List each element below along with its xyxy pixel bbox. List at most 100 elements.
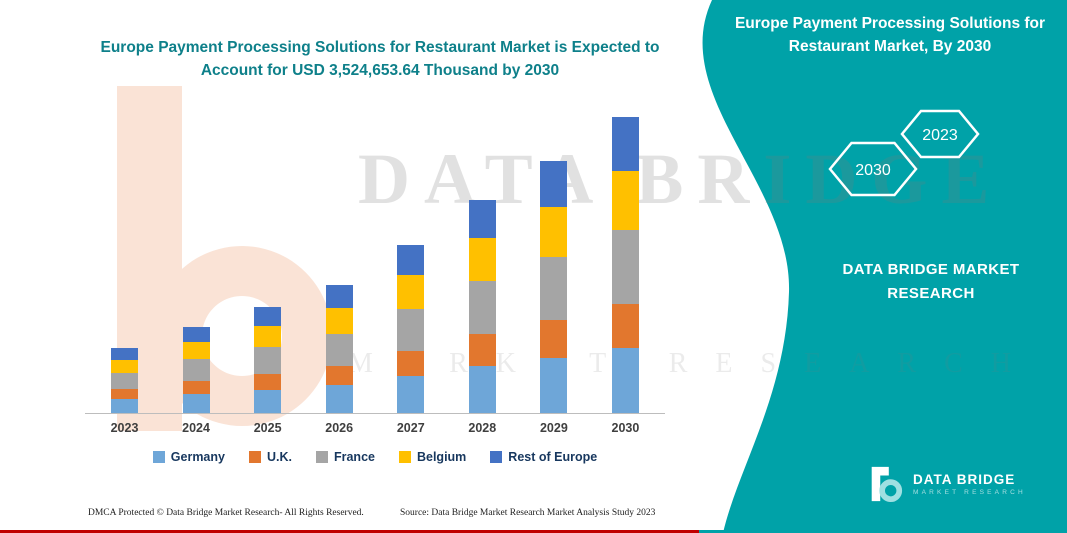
- bar-segment-2024-U.K.: [182, 381, 210, 394]
- hexagon-2023: [900, 109, 980, 159]
- bar-segment-2024-Rest of Europe: [182, 326, 210, 343]
- bar-segment-2023-Rest of Europe: [111, 348, 138, 361]
- legend-item-rest-of-europe: Rest of Europe: [490, 450, 597, 464]
- legend-item-germany: Germany: [152, 450, 225, 464]
- footer-dmca: DMCA Protected © Data Bridge Market Rese…: [88, 508, 364, 518]
- legend-label: France: [333, 450, 375, 464]
- legend-label: Germany: [170, 450, 225, 464]
- bar-segment-2027-Rest of Europe: [397, 245, 425, 276]
- bar-segment-2030-Germany: [611, 348, 639, 413]
- hexagon-2030: [828, 141, 918, 197]
- x-axis-label-2027: 2027: [396, 421, 425, 435]
- legend-swatch: [315, 451, 328, 463]
- x-labels: 2023 2024 2025 2026 2027 2028 2029 2030: [85, 421, 665, 435]
- watermark-subtext: MARKET RESEARCH: [348, 348, 1039, 379]
- legend-label: Rest of Europe: [508, 450, 598, 464]
- bar-segment-2030-Rest of Europe: [611, 117, 639, 171]
- legend-item-u-k-: U.K.: [248, 450, 292, 464]
- x-axis-label-2024: 2024: [182, 421, 210, 435]
- bar-segment-2028-Germany: [468, 366, 496, 413]
- side-panel-title-line2: Restaurant Market, By 2030: [788, 38, 992, 56]
- brand-name: DATA BRIDGE MARKET RESEARCH: [800, 258, 1062, 306]
- x-axis-label-2023: 2023: [110, 421, 139, 435]
- legend: Germany U.K. France Belgium Rest of Europe: [85, 450, 665, 464]
- bar-2023: [111, 348, 138, 413]
- bar-segment-2027-France: [397, 309, 425, 351]
- bar-2028: [468, 199, 496, 413]
- bar-segment-2024-Germany: [182, 394, 210, 413]
- legend-label: Belgium: [416, 450, 467, 464]
- bar-segment-2027-U.K.: [397, 350, 425, 377]
- side-panel-title: Europe Payment Processing Solutions for …: [720, 12, 1060, 59]
- bar-segment-2029-Rest of Europe: [540, 161, 568, 207]
- brand-logo: DATA BRIDGE MARKET RESEARCH: [866, 464, 1026, 504]
- bar-segment-2025-France: [254, 347, 282, 374]
- bar-segment-2028-Rest of Europe: [468, 199, 496, 239]
- bar-segment-2024-France: [182, 359, 210, 381]
- bars: [85, 98, 665, 414]
- year-hexagon-badges: 2023 2030: [828, 109, 980, 197]
- bar-segment-2026-France: [325, 333, 353, 366]
- bottom-accent-strip: [0, 530, 1067, 533]
- bar-segment-2026-Germany: [325, 384, 353, 413]
- bar-segment-2029-Germany: [540, 357, 568, 413]
- side-panel-title-line1: Europe Payment Processing Solutions for: [734, 15, 1046, 32]
- bar-segment-2029-U.K.: [540, 319, 568, 358]
- bar-segment-2029-Belgium: [540, 206, 568, 257]
- bar-segment-2027-Belgium: [397, 275, 425, 310]
- brand-logo-text-main: DATA BRIDGE: [913, 472, 1016, 487]
- bar-segment-2023-Germany: [111, 398, 138, 413]
- legend-label: U.K.: [266, 450, 292, 464]
- legend-swatch: [248, 451, 261, 463]
- x-axis-label-2026: 2026: [325, 421, 354, 435]
- bar-segment-2025-Germany: [254, 389, 282, 413]
- brand-name-line1: DATA BRIDGE MARKET: [842, 261, 1020, 278]
- x-axis-label-2029: 2029: [539, 421, 568, 435]
- bar-segment-2024-Belgium: [182, 342, 210, 360]
- data-bridge-logo-icon: [871, 466, 903, 503]
- legend-item-belgium: Belgium: [398, 450, 467, 464]
- bar-segment-2030-France: [611, 229, 639, 304]
- legend-swatch: [398, 451, 411, 463]
- chart-title: Europe Payment Processing Solutions for …: [70, 36, 690, 83]
- x-axis-label-2028: 2028: [468, 421, 497, 435]
- x-axis-label-2030: 2030: [611, 421, 640, 435]
- bar-segment-2025-Belgium: [254, 325, 282, 348]
- bar-segment-2025-U.K.: [254, 373, 282, 390]
- legend-item-france: France: [315, 450, 375, 464]
- bar-2026: [325, 285, 353, 413]
- bar-2025: [254, 306, 282, 413]
- bar-segment-2028-U.K.: [468, 334, 496, 367]
- bar-segment-2028-France: [468, 280, 496, 335]
- bar-2027: [397, 245, 425, 413]
- brand-logo-text: DATA BRIDGE MARKET RESEARCH: [913, 472, 1026, 496]
- bar-segment-2023-France: [111, 372, 138, 390]
- bar-segment-2028-Belgium: [468, 238, 496, 281]
- chart-title-line2: Account for USD 3,524,653.64 Thousand by…: [200, 62, 560, 80]
- bar-segment-2026-U.K.: [325, 365, 353, 385]
- chart-title-line1: Europe Payment Processing Solutions for …: [100, 39, 660, 56]
- bar-2029: [540, 161, 568, 413]
- bar-segment-2026-Belgium: [325, 308, 353, 334]
- bar-segment-2025-Rest of Europe: [254, 306, 282, 326]
- bar-segment-2030-Belgium: [611, 170, 639, 230]
- bar-segment-2027-Germany: [397, 376, 425, 413]
- watermark-text: DATA BRIDGE: [358, 139, 1004, 219]
- legend-swatch: [490, 451, 503, 463]
- stacked-bar-chart: 2023 2024 2025 2026 2027 2028 2029 2030: [85, 98, 665, 435]
- bar-segment-2026-Rest of Europe: [325, 285, 353, 309]
- brand-logo-text-sub: MARKET RESEARCH: [913, 489, 1026, 496]
- bar-segment-2023-U.K.: [111, 389, 138, 399]
- x-axis-label-2025: 2025: [253, 421, 282, 435]
- hexagon-2030-label: 2030: [855, 162, 891, 179]
- footer-source: Source: Data Bridge Market Research Mark…: [400, 508, 656, 518]
- bar-2030: [611, 117, 639, 413]
- hexagon-2023-label: 2023: [922, 127, 958, 144]
- bar-2024: [182, 326, 210, 413]
- bar-segment-2023-Belgium: [111, 360, 138, 373]
- bar-segment-2030-U.K.: [611, 303, 639, 348]
- bar-segment-2029-France: [540, 256, 568, 320]
- legend-swatch: [152, 451, 165, 463]
- brand-name-line2: RESEARCH: [887, 285, 975, 302]
